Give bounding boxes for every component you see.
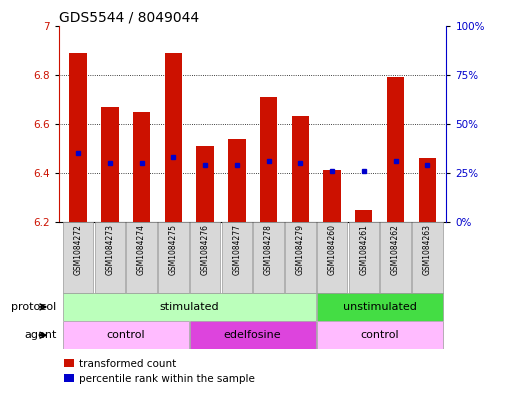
Text: GSM1084274: GSM1084274 xyxy=(137,224,146,275)
Text: protocol: protocol xyxy=(11,302,56,312)
Bar xyxy=(380,222,411,293)
Bar xyxy=(94,222,125,293)
Bar xyxy=(69,53,87,222)
Bar xyxy=(387,77,404,222)
Bar xyxy=(63,321,188,349)
Bar xyxy=(323,171,341,222)
Bar xyxy=(412,222,443,293)
Text: GSM1084263: GSM1084263 xyxy=(423,224,432,275)
Text: edelfosine: edelfosine xyxy=(224,330,282,340)
Bar xyxy=(291,116,309,222)
Text: agent: agent xyxy=(24,330,56,340)
Bar xyxy=(133,112,150,222)
Bar xyxy=(63,222,93,293)
Bar xyxy=(260,97,277,222)
Bar xyxy=(222,222,252,293)
Text: GSM1084260: GSM1084260 xyxy=(327,224,337,275)
Bar xyxy=(190,222,220,293)
Bar xyxy=(228,139,246,222)
Text: GSM1084262: GSM1084262 xyxy=(391,224,400,275)
Bar xyxy=(165,53,182,222)
Text: GSM1084277: GSM1084277 xyxy=(232,224,241,275)
Text: GSM1084272: GSM1084272 xyxy=(73,224,83,275)
Bar xyxy=(196,146,214,222)
Bar xyxy=(253,222,284,293)
Text: control: control xyxy=(106,330,145,340)
Legend: transformed count, percentile rank within the sample: transformed count, percentile rank withi… xyxy=(64,358,254,384)
Text: GSM1084278: GSM1084278 xyxy=(264,224,273,275)
Bar xyxy=(348,222,379,293)
Text: GSM1084261: GSM1084261 xyxy=(359,224,368,275)
Bar xyxy=(101,107,119,222)
Text: GSM1084273: GSM1084273 xyxy=(105,224,114,275)
Bar xyxy=(355,210,372,222)
Bar xyxy=(285,222,315,293)
Bar xyxy=(126,222,157,293)
Bar xyxy=(190,321,315,349)
Bar xyxy=(317,321,443,349)
Bar xyxy=(419,158,436,222)
Text: GDS5544 / 8049044: GDS5544 / 8049044 xyxy=(59,10,199,24)
Text: control: control xyxy=(360,330,399,340)
Bar xyxy=(317,293,443,321)
Text: GSM1084279: GSM1084279 xyxy=(296,224,305,275)
Bar xyxy=(317,222,347,293)
Text: GSM1084276: GSM1084276 xyxy=(201,224,209,275)
Text: stimulated: stimulated xyxy=(160,302,219,312)
Bar xyxy=(63,293,315,321)
Text: GSM1084275: GSM1084275 xyxy=(169,224,178,275)
Bar xyxy=(158,222,188,293)
Text: unstimulated: unstimulated xyxy=(343,302,417,312)
